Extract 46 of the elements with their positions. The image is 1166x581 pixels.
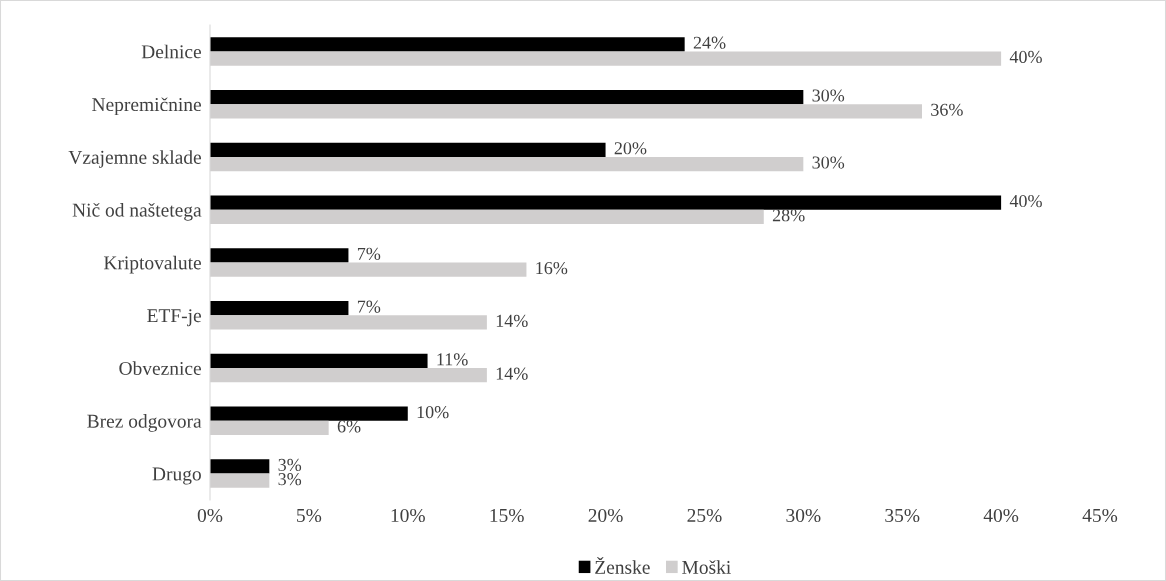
- y-tick-label: Kriptovalute: [103, 255, 201, 274]
- x-tick-label: 0%: [197, 508, 223, 523]
- y-tick-label: Brez odgovora: [87, 414, 202, 432]
- data-label: 16%: [536, 261, 568, 275]
- data-label: 3%: [278, 458, 302, 472]
- x-tick-label: 35%: [885, 508, 920, 523]
- legend-label: Ženske: [595, 557, 650, 574]
- x-tick-label: 15%: [490, 508, 524, 523]
- x-tick-label: 10%: [391, 508, 425, 523]
- data-label: 20%: [614, 142, 647, 155]
- x-tick-label: 5%: [297, 508, 322, 523]
- x-tick-label: 45%: [1082, 508, 1118, 523]
- bar: [210, 89, 804, 105]
- data-label: 10%: [417, 406, 449, 419]
- data-label: 7%: [357, 247, 381, 260]
- legend-label: Moški: [682, 560, 731, 574]
- y-tick-label: Nič od naštetega: [72, 202, 202, 221]
- y-tick-label: Delnice: [141, 44, 201, 59]
- data-label: 14%: [496, 367, 528, 380]
- data-label: 11%: [437, 353, 468, 366]
- bar: [210, 406, 408, 421]
- data-label: 36%: [931, 103, 963, 116]
- data-label: 40%: [1009, 50, 1042, 64]
- x-tick-label: 40%: [983, 508, 1019, 523]
- data-label: 30%: [812, 156, 845, 169]
- x-tick-label: 25%: [687, 508, 722, 523]
- bar: [210, 37, 685, 52]
- y-tick-label: Nepremičnine: [92, 97, 201, 116]
- y-tick-label: Drugo: [152, 467, 201, 485]
- data-label: 30%: [812, 89, 845, 102]
- data-label: 7%: [357, 300, 381, 313]
- data-label: 14%: [496, 314, 528, 327]
- y-tick-label: ETF-je: [147, 309, 201, 327]
- bar: [210, 142, 606, 157]
- y-tick-label: Vzajemne sklade: [68, 150, 201, 168]
- x-tick-label: 20%: [588, 508, 623, 523]
- bar: [210, 248, 349, 263]
- y-tick-label: Obveznice: [119, 361, 201, 375]
- x-tick-label: 30%: [786, 508, 821, 523]
- bar: [210, 195, 1002, 210]
- bar: [210, 353, 428, 369]
- data-label: 24%: [693, 36, 726, 49]
- bar: [210, 301, 349, 316]
- bar: [210, 459, 270, 474]
- data-label: 40%: [1009, 194, 1042, 208]
- data-label: 3%: [278, 473, 302, 486]
